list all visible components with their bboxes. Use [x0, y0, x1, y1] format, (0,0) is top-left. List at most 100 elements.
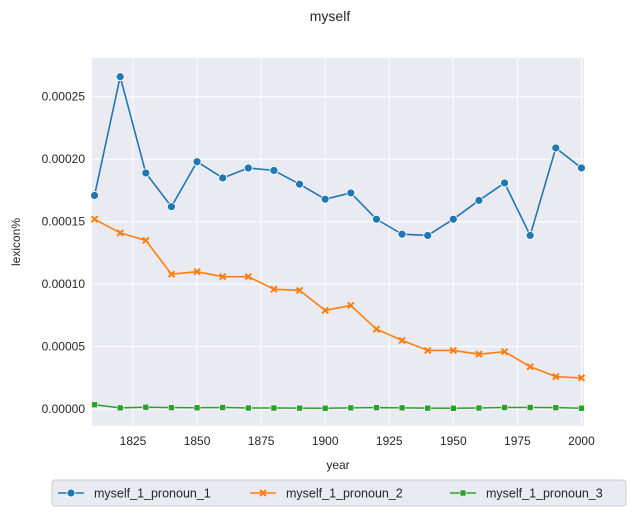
data-point [245, 404, 252, 412]
y-tick-label: 0.00010 [42, 277, 86, 291]
data-point [551, 143, 561, 153]
x-tick-label: 1825 [120, 434, 147, 448]
data-point [66, 488, 76, 498]
series-layer [90, 72, 586, 412]
data-point [193, 267, 201, 276]
data-point [193, 404, 201, 412]
data-point [526, 404, 534, 411]
data-point [115, 72, 125, 82]
data-point [321, 306, 329, 315]
data-point [116, 229, 124, 237]
data-point [141, 168, 151, 178]
data-point [397, 229, 407, 239]
y-tick-label: 0.00025 [42, 90, 86, 104]
data-point [398, 404, 406, 412]
data-point [90, 191, 99, 200]
legend-item: myself_1_pronoun_1 [58, 487, 211, 501]
data-point [424, 404, 431, 412]
x-tick-label: 1850 [184, 434, 211, 448]
data-point [459, 489, 467, 497]
legend: myself_1_pronoun_1 myself_1_pronoun_2 myse… [51, 479, 627, 507]
data-point [168, 404, 175, 411]
data-point [372, 325, 381, 333]
data-point [321, 404, 329, 412]
x-tick-label: 1925 [376, 434, 403, 448]
data-point [270, 285, 278, 293]
data-point [525, 231, 535, 240]
x-axis-ticks: 1825 1850 1875 1900 1925 1950 1975 2000 [120, 434, 595, 448]
data-point [577, 163, 586, 173]
data-point [578, 404, 585, 412]
data-point [475, 350, 483, 358]
x-tick-label: 2000 [568, 434, 595, 448]
data-point [295, 179, 304, 189]
data-point [167, 202, 176, 212]
x-tick-label: 1950 [440, 434, 467, 448]
y-tick-label: 0.00015 [42, 215, 86, 229]
legend-item: myself_1_pronoun_2 [250, 487, 403, 501]
data-point [142, 236, 150, 245]
x-axis-label: year [326, 458, 349, 472]
data-point [552, 404, 560, 411]
data-point [450, 404, 457, 412]
data-point [526, 362, 534, 371]
data-point [346, 188, 356, 198]
data-point [552, 372, 560, 381]
data-point [372, 214, 381, 224]
data-point [500, 178, 509, 188]
data-point [219, 404, 226, 411]
data-point [501, 404, 508, 411]
data-point [398, 336, 406, 345]
series-line [94, 403, 582, 410]
y-tick-label: 0.00000 [42, 402, 86, 416]
data-point [448, 214, 458, 224]
x-tick-label: 1900 [312, 434, 339, 448]
data-point [259, 489, 267, 497]
x-tick-label: 1975 [504, 434, 531, 448]
data-point [475, 404, 483, 412]
y-axis-label: lexicon% [9, 218, 23, 266]
data-point [116, 404, 124, 412]
data-point [243, 163, 253, 173]
data-point [142, 403, 150, 411]
legend-label: myself_1_pronoun_3 [486, 487, 603, 501]
data-point [423, 231, 433, 240]
series-myself_1_pronoun_2 [90, 215, 586, 382]
series-line [93, 75, 582, 237]
data-point [218, 272, 227, 281]
data-point [218, 173, 228, 183]
data-point [347, 301, 355, 310]
data-point [296, 404, 303, 412]
legend-label: myself_1_pronoun_2 [286, 487, 403, 501]
data-point [192, 157, 202, 167]
legend-item: myself_1_pronoun_3 [450, 487, 603, 501]
y-tick-label: 0.00020 [42, 152, 86, 166]
data-point [91, 401, 98, 409]
data-point [244, 272, 253, 281]
data-point [320, 194, 330, 204]
plot-area [92, 58, 584, 426]
data-point [347, 404, 355, 412]
series-line [94, 218, 582, 379]
data-point [577, 374, 586, 382]
data-point [474, 196, 484, 205]
series-myself_1_pronoun_3 [91, 401, 585, 412]
data-point [423, 346, 432, 355]
data-point [269, 166, 279, 175]
data-point [500, 347, 509, 356]
chart-title: myself [310, 8, 351, 24]
y-tick-label: 0.00005 [42, 340, 86, 354]
legend-box [51, 479, 627, 507]
series-myself_1_pronoun_1 [90, 72, 586, 240]
y-axis-ticks: 0.00000 0.00005 0.00010 0.00015 0.00020 0.000… [42, 90, 86, 416]
gridlines [92, 58, 584, 426]
data-point [270, 404, 278, 412]
x-tick-label: 1875 [248, 434, 275, 448]
data-point [373, 404, 380, 411]
legend-label: myself_1_pronoun_1 [94, 487, 211, 501]
data-point [295, 286, 304, 295]
data-point [449, 346, 458, 355]
data-point [167, 270, 176, 278]
data-point [90, 215, 99, 223]
